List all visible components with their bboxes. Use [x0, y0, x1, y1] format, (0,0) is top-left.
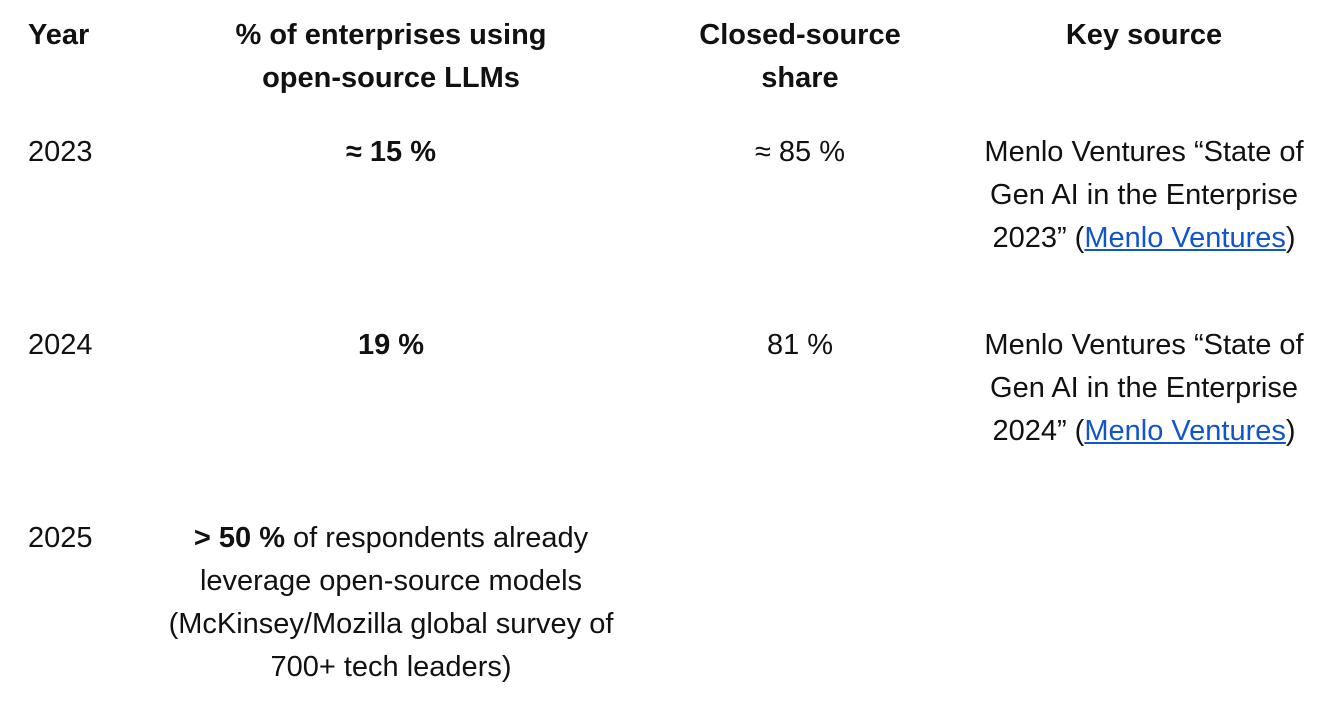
menlo-ventures-link-2023[interactable]: Menlo Ventures — [1084, 222, 1286, 254]
row-2025-year: 2025 — [28, 522, 93, 554]
header-key-source: Key source — [1065, 19, 1223, 51]
menlo-ventures-link-2024[interactable]: Menlo Ventures — [1084, 415, 1286, 447]
row-2025-pct-rest: of respondents already — [285, 522, 589, 554]
row-2023-key-source: Menlo Ventures “State of Gen AI in the E… — [960, 131, 1328, 260]
row-2024-year: 2024 — [28, 329, 93, 361]
row-2023-source-line2: Gen AI in the Enterprise — [990, 179, 1298, 211]
row-2024-source-line1: Menlo Ventures “State of — [984, 329, 1304, 361]
header-closed-source-line2: share — [761, 62, 839, 94]
row-2023-year: 2023 — [28, 136, 93, 168]
row-2025-open-source-pct: > 50 % of respondents already leverage o… — [150, 517, 632, 689]
row-2023-source-line3: 2023” (Menlo Ventures) — [960, 217, 1328, 260]
row-2023-closed-share: ≈ 85 % — [754, 136, 846, 168]
row-2023-open-source-pct: ≈ 15 % — [345, 136, 437, 168]
row-2024-key-source: Menlo Ventures “State of Gen AI in the E… — [960, 324, 1328, 453]
header-closed-source-line1: Closed-source — [699, 19, 901, 51]
row-2024-source-prefix: 2024” ( — [992, 415, 1085, 447]
row-2024-closed-share: 81 % — [766, 329, 834, 361]
row-2023-source-prefix: 2023” ( — [992, 222, 1085, 254]
header-year: Year — [28, 19, 90, 51]
row-2025-pct-bold: > 50 % — [193, 522, 285, 554]
row-2025-pct-line3: (McKinsey/Mozilla global survey of — [168, 608, 614, 640]
row-2024-open-source-pct: 19 % — [357, 329, 425, 361]
row-2023-source-line1: Menlo Ventures “State of — [984, 136, 1304, 168]
row-2025-pct-line1: > 50 % of respondents already — [150, 517, 632, 560]
header-open-source-pct-line2: open-source LLMs — [262, 62, 520, 94]
row-2025-pct-line4: 700+ tech leaders) — [270, 651, 512, 683]
row-2024-source-suffix: ) — [1285, 415, 1296, 447]
row-2023-source-suffix: ) — [1285, 222, 1296, 254]
header-closed-source-share: Closed-source share — [660, 14, 940, 100]
row-2024-source-line3: 2024” (Menlo Ventures) — [960, 410, 1328, 453]
row-2025-pct-line2: leverage open-source models — [199, 565, 583, 597]
header-open-source-pct-line1: % of enterprises using — [235, 19, 547, 51]
row-2024-source-line2: Gen AI in the Enterprise — [990, 372, 1298, 404]
header-open-source-pct: % of enterprises using open-source LLMs — [150, 14, 632, 100]
